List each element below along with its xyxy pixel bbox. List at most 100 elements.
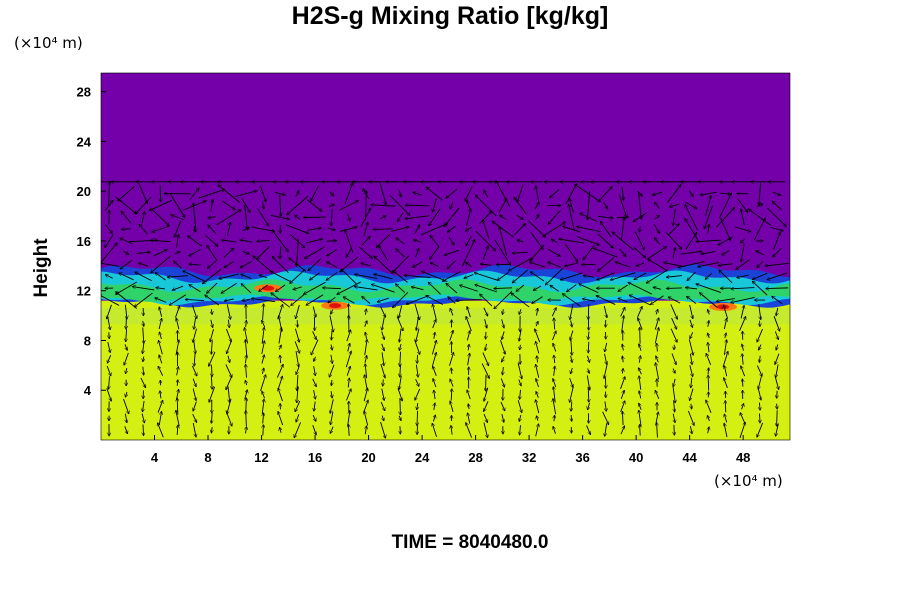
wind-arrow bbox=[465, 262, 473, 268]
wind-arrow bbox=[135, 196, 152, 214]
wind-arrow bbox=[774, 376, 779, 389]
y-axis-unit: (×10⁴ m) bbox=[14, 34, 83, 52]
wind-arrow bbox=[648, 259, 667, 271]
wind-arrow bbox=[620, 401, 625, 413]
wind-arrow bbox=[355, 274, 378, 279]
wind-arrow bbox=[415, 388, 421, 400]
wind-arrow bbox=[688, 339, 693, 355]
wind-arrow bbox=[628, 282, 653, 295]
wind-arrow bbox=[106, 365, 111, 376]
wind-arrow bbox=[448, 236, 454, 245]
wind-arrow bbox=[138, 183, 147, 204]
wind-arrow bbox=[173, 261, 182, 269]
wind-arrow bbox=[569, 377, 573, 387]
wind-arrow bbox=[123, 250, 128, 254]
wind-arrow bbox=[622, 186, 623, 200]
wind-arrow bbox=[654, 215, 659, 220]
wind-arrow bbox=[689, 365, 693, 376]
wind-arrow bbox=[587, 402, 589, 410]
wind-arrow bbox=[673, 368, 675, 374]
wind-arrow bbox=[708, 368, 709, 375]
wind-arrow bbox=[405, 205, 430, 206]
wind-arrow bbox=[467, 353, 470, 366]
wind-arrow bbox=[167, 276, 188, 277]
wind-arrow bbox=[636, 262, 644, 266]
wind-arrow bbox=[365, 191, 366, 221]
wind-arrow bbox=[588, 341, 589, 353]
wind-arrow bbox=[517, 362, 522, 379]
x-tick-label: 4 bbox=[151, 450, 159, 465]
wind-arrow bbox=[482, 246, 488, 260]
wind-arrow bbox=[708, 375, 709, 391]
wind-arrow bbox=[571, 355, 573, 363]
wind-arrow bbox=[261, 327, 264, 344]
wind-arrow bbox=[639, 410, 642, 427]
wind-arrow bbox=[517, 400, 522, 412]
wind-arrow bbox=[646, 269, 669, 283]
wind-arrow bbox=[380, 421, 386, 438]
wind-arrow bbox=[105, 275, 113, 279]
wind-arrow bbox=[294, 328, 299, 342]
x-tick-label: 28 bbox=[468, 450, 482, 465]
wind-arrow bbox=[673, 208, 676, 226]
wind-arrow bbox=[314, 389, 316, 399]
wind-arrow bbox=[772, 201, 782, 211]
wind-arrow bbox=[312, 414, 316, 421]
wind-arrow bbox=[226, 222, 230, 237]
wind-arrow bbox=[174, 252, 181, 254]
wind-arrow bbox=[514, 224, 525, 236]
wind-arrow bbox=[426, 187, 443, 201]
wind-arrow bbox=[448, 297, 456, 304]
wind-arrow bbox=[191, 365, 197, 376]
wind-arrow bbox=[722, 351, 728, 368]
wind-arrow bbox=[533, 285, 542, 290]
wind-arrow bbox=[132, 287, 155, 291]
wind-arrow bbox=[140, 377, 146, 388]
wind-arrow bbox=[466, 235, 472, 246]
wind-arrow bbox=[183, 271, 207, 283]
wind-arrow bbox=[246, 398, 247, 415]
wind-arrow bbox=[494, 239, 511, 265]
wind-arrow bbox=[483, 413, 488, 423]
wind-arrow bbox=[734, 226, 750, 232]
wind-arrow bbox=[270, 214, 289, 219]
wind-arrow bbox=[621, 316, 624, 332]
x-tick-label: 32 bbox=[522, 450, 536, 465]
wind-arrow bbox=[583, 276, 594, 278]
wind-arrow bbox=[773, 316, 780, 331]
wind-arrow bbox=[708, 224, 710, 234]
wind-arrow bbox=[124, 352, 129, 365]
wind-arrow bbox=[125, 304, 127, 319]
wind-arrow bbox=[731, 288, 755, 289]
wind-arrow bbox=[399, 415, 401, 421]
wind-arrow bbox=[604, 363, 608, 378]
wind-arrow bbox=[285, 224, 309, 234]
wind-arrow bbox=[736, 259, 750, 270]
wind-arrow bbox=[689, 304, 693, 319]
wind-arrow bbox=[456, 300, 482, 301]
wind-arrow bbox=[396, 249, 405, 258]
wind-arrow bbox=[185, 299, 205, 300]
wind-arrow bbox=[639, 344, 642, 351]
wind-arrow bbox=[134, 292, 153, 307]
wind-arrow bbox=[361, 263, 371, 267]
wind-arrow bbox=[194, 226, 195, 232]
wind-arrow bbox=[143, 366, 144, 375]
wind-arrow bbox=[701, 250, 716, 254]
wind-arrow bbox=[371, 205, 396, 206]
wind-arrow bbox=[172, 285, 184, 290]
chart-title: H2S-g Mixing Ratio [kg/kg] bbox=[291, 2, 609, 30]
wind-arrow bbox=[158, 318, 162, 330]
wind-arrow bbox=[760, 413, 761, 423]
wind-arrow bbox=[433, 304, 437, 320]
wind-arrow bbox=[379, 182, 386, 205]
wind-arrow bbox=[331, 208, 332, 226]
wind-arrow bbox=[262, 320, 266, 328]
wind-arrow bbox=[724, 414, 728, 423]
wind-arrow bbox=[776, 344, 778, 351]
wind-arrow bbox=[275, 191, 285, 195]
wind-arrow bbox=[685, 287, 698, 288]
wind-arrow bbox=[696, 284, 722, 294]
wind-arrow bbox=[756, 365, 762, 377]
